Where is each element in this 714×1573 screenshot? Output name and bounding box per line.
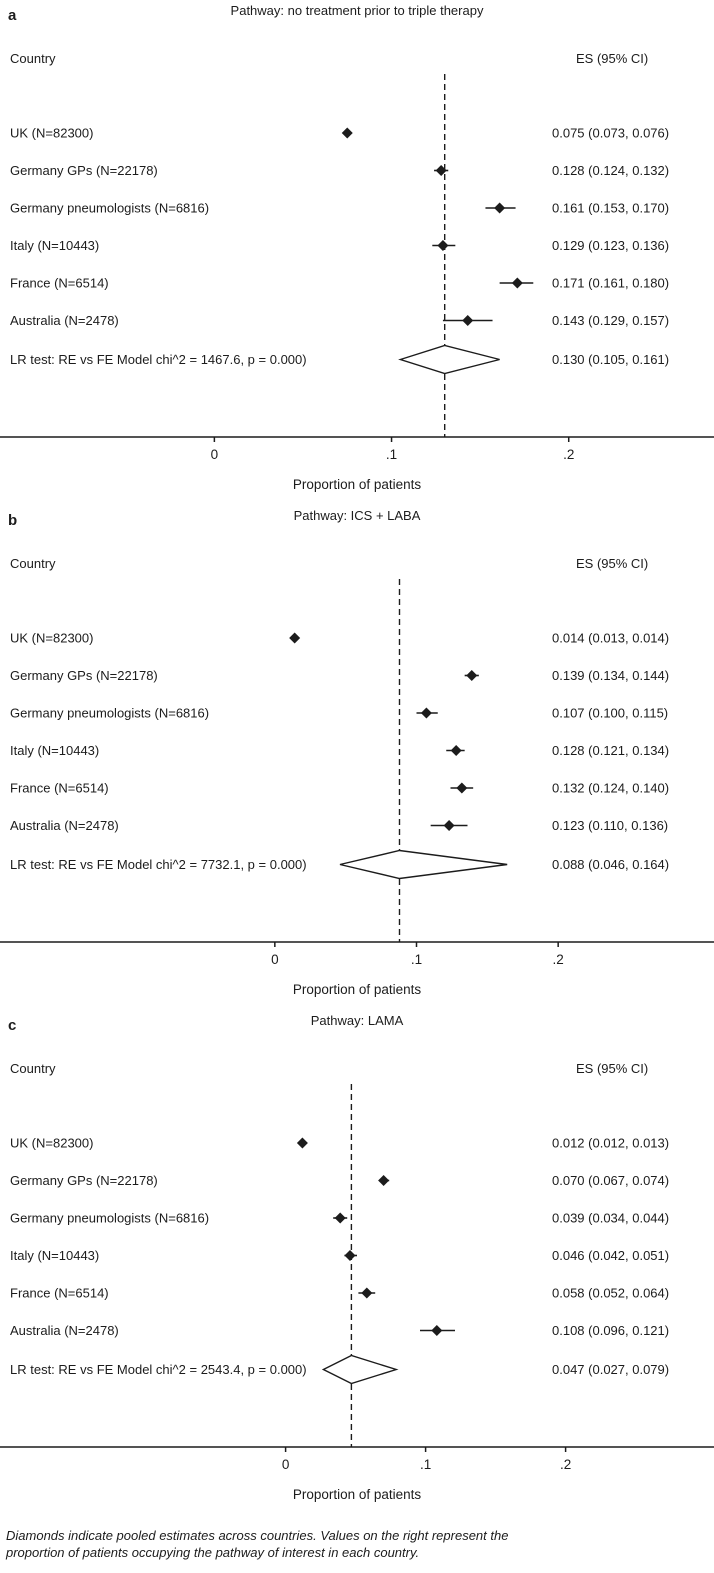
x-tick-label: .2 <box>560 1457 571 1472</box>
country-column-header: Country <box>10 1061 56 1076</box>
pooled-es-value: 0.047 (0.027, 0.079) <box>552 1362 669 1377</box>
study-es-value: 0.046 (0.042, 0.051) <box>552 1248 669 1263</box>
study-label: Australia (N=2478) <box>10 313 119 328</box>
study-marker-diamond <box>443 820 455 831</box>
pooled-diamond <box>398 344 500 375</box>
study-marker-diamond <box>466 670 478 681</box>
study-marker-diamond <box>431 1325 443 1336</box>
x-axis-label: Proportion of patients <box>293 1487 422 1502</box>
study-es-value: 0.129 (0.123, 0.136) <box>552 238 669 253</box>
study-label: Italy (N=10443) <box>10 743 99 758</box>
study-es-value: 0.070 (0.067, 0.074) <box>552 1173 669 1188</box>
figure-caption: Diamonds indicate pooled estimates acros… <box>0 1515 714 1573</box>
pooled-diamond <box>339 849 508 880</box>
study-es-value: 0.128 (0.121, 0.134) <box>552 743 669 758</box>
study-label: France (N=6514) <box>10 276 109 291</box>
study-label: Germany pneumologists (N=6816) <box>10 201 209 216</box>
study-marker-diamond <box>334 1212 346 1224</box>
study-label: Italy (N=10443) <box>10 238 99 253</box>
pooled-label: LR test: RE vs FE Model chi^2 = 1467.6, … <box>10 352 307 367</box>
pooled-label: LR test: RE vs FE Model chi^2 = 2543.4, … <box>10 1362 307 1377</box>
caption-line-2: proportion of patients occupying the pat… <box>6 1545 420 1560</box>
x-tick-label: .1 <box>420 1457 431 1472</box>
study-label: UK (N=82300) <box>10 126 93 141</box>
study-marker-diamond <box>456 782 468 794</box>
pooled-diamond <box>321 1354 399 1385</box>
study-es-value: 0.107 (0.100, 0.115) <box>552 706 668 721</box>
x-tick-label: .2 <box>563 447 574 462</box>
study-label: Germany pneumologists (N=6816) <box>10 1211 209 1226</box>
study-label: UK (N=82300) <box>10 631 93 646</box>
study-es-value: 0.143 (0.129, 0.157) <box>552 313 669 328</box>
panel-title: Pathway: ICS + LABA <box>294 508 421 523</box>
x-axis-label: Proportion of patients <box>293 982 422 997</box>
study-label: France (N=6514) <box>10 1286 109 1301</box>
x-tick-label: 0 <box>282 1457 290 1472</box>
study-label: Germany GPs (N=22178) <box>10 163 158 178</box>
forest-panel-a: a Pathway: no treatment prior to triple t… <box>0 0 714 505</box>
study-marker-diamond <box>296 1137 308 1149</box>
pooled-es-value: 0.088 (0.046, 0.164) <box>552 857 669 872</box>
study-es-value: 0.058 (0.052, 0.064) <box>552 1286 669 1301</box>
panel-title: Pathway: no treatment prior to triple th… <box>231 3 484 18</box>
pooled-es-value: 0.130 (0.105, 0.161) <box>552 352 669 367</box>
study-es-value: 0.132 (0.124, 0.140) <box>552 781 669 796</box>
study-marker-diamond <box>341 127 353 139</box>
panel-letter: a <box>8 7 17 24</box>
study-marker-diamond <box>435 165 447 176</box>
pooled-label: LR test: RE vs FE Model chi^2 = 7732.1, … <box>10 857 307 872</box>
study-marker-diamond <box>344 1250 356 1261</box>
country-column-header: Country <box>10 51 56 66</box>
study-es-value: 0.128 (0.124, 0.132) <box>552 163 669 178</box>
study-marker-diamond <box>437 240 449 251</box>
x-tick-label: .2 <box>553 952 564 967</box>
study-label: Italy (N=10443) <box>10 1248 99 1263</box>
study-marker-diamond <box>511 277 523 289</box>
x-tick-label: .1 <box>411 952 422 967</box>
study-es-value: 0.123 (0.110, 0.136) <box>552 818 668 833</box>
study-label: Germany GPs (N=22178) <box>10 1173 158 1188</box>
study-marker-diamond <box>289 632 301 644</box>
study-label: Australia (N=2478) <box>10 818 119 833</box>
es-column-header: ES (95% CI) <box>576 556 648 571</box>
study-marker-diamond <box>450 745 462 756</box>
study-marker-diamond <box>494 202 506 214</box>
study-marker-diamond <box>420 707 432 719</box>
caption-line-1: Diamonds indicate pooled estimates acros… <box>6 1528 509 1543</box>
study-label: Germany pneumologists (N=6816) <box>10 706 209 721</box>
study-es-value: 0.039 (0.034, 0.044) <box>552 1211 669 1226</box>
x-tick-label: 0 <box>211 447 219 462</box>
x-tick-label: 0 <box>271 952 279 967</box>
panel-letter: b <box>8 512 17 529</box>
x-tick-label: .1 <box>386 447 397 462</box>
forest-panel-b: b Pathway: ICS + LABA Country ES (95% CI) UK… <box>0 505 714 1010</box>
study-es-value: 0.012 (0.012, 0.013) <box>552 1136 669 1151</box>
study-es-value: 0.108 (0.096, 0.121) <box>552 1323 669 1338</box>
study-label: Germany GPs (N=22178) <box>10 668 158 683</box>
study-es-value: 0.171 (0.161, 0.180) <box>552 276 669 291</box>
study-label: Australia (N=2478) <box>10 1323 119 1338</box>
study-marker-diamond <box>462 315 474 326</box>
study-label: UK (N=82300) <box>10 1136 93 1151</box>
study-es-value: 0.139 (0.134, 0.144) <box>552 668 669 683</box>
panel-letter: c <box>8 1017 16 1034</box>
study-marker-diamond <box>378 1175 390 1186</box>
country-column-header: Country <box>10 556 56 571</box>
panel-title: Pathway: LAMA <box>311 1013 404 1028</box>
study-es-value: 0.161 (0.153, 0.170) <box>552 201 669 216</box>
es-column-header: ES (95% CI) <box>576 51 648 66</box>
forest-panel-svg: c Pathway: LAMA Country ES (95% CI) UK (N=82… <box>0 1013 714 1502</box>
forest-panel-svg: b Pathway: ICS + LABA Country ES (95% CI) UK… <box>0 508 714 997</box>
forest-panel-c: c Pathway: LAMA Country ES (95% CI) UK (N=82… <box>0 1010 714 1515</box>
study-es-value: 0.014 (0.013, 0.014) <box>552 631 669 646</box>
forest-panel-svg: a Pathway: no treatment prior to triple t… <box>0 3 714 492</box>
study-marker-diamond <box>361 1287 373 1299</box>
study-es-value: 0.075 (0.073, 0.076) <box>552 126 669 141</box>
study-label: France (N=6514) <box>10 781 109 796</box>
x-axis-label: Proportion of patients <box>293 477 422 492</box>
es-column-header: ES (95% CI) <box>576 1061 648 1076</box>
